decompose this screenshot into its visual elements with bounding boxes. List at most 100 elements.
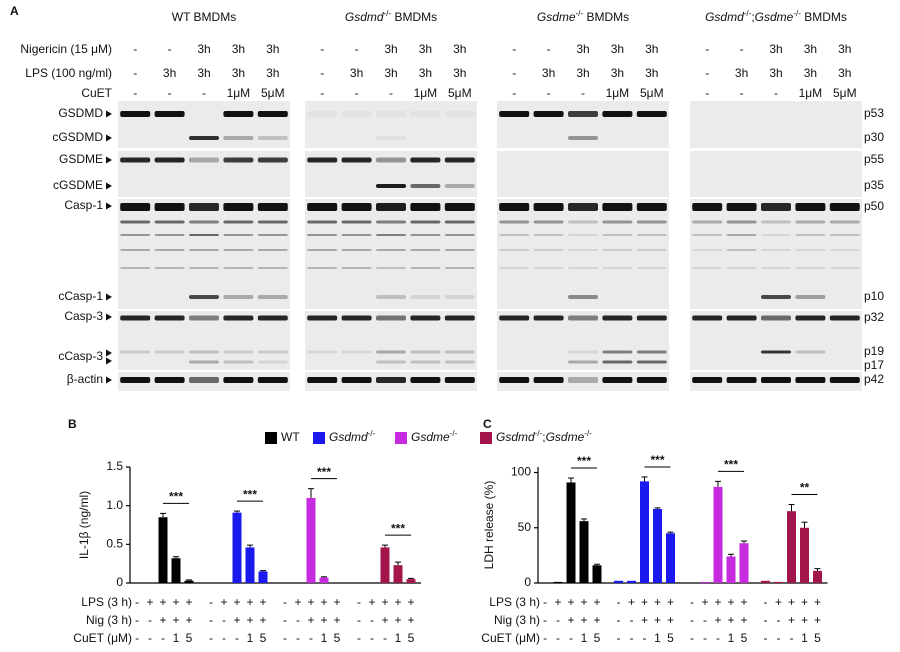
size-label: p10 [864,289,884,303]
bar [726,556,736,583]
blot-band [829,267,860,269]
lane-treatment: - [133,86,137,100]
blot-band [761,350,791,354]
blot-band [829,315,860,321]
lane-treatment: 1μM [799,86,823,100]
blot-band [444,111,475,117]
lane-treatment: 3h [453,42,466,56]
condition-mark: - [764,631,768,645]
condition-mark: - [135,595,139,609]
size-label: p35 [864,178,884,192]
arrowhead [106,376,112,384]
bar [739,543,749,583]
condition-mark: - [370,613,374,627]
condition-mark: + [727,613,734,627]
blot-band [568,350,598,354]
error-bar [321,576,327,578]
blot-band [829,220,860,224]
lane-treatment: - [202,86,206,100]
blot-band [795,220,826,224]
error-bar [801,521,808,528]
blot-band [602,220,633,224]
condition-mark: 5 [260,631,267,645]
blot-band [223,249,254,251]
lane-treatment: 3h [232,66,245,80]
blot-band [189,350,219,354]
blot-band [120,220,151,224]
lane-treatment: - [133,66,137,80]
blot-band [223,220,254,224]
size-label: p42 [864,372,884,386]
protein-label: Casp-1 [64,198,103,212]
blot-band [795,234,826,236]
condition-mark: + [641,595,648,609]
blot-band [795,249,826,251]
blot-band [341,111,372,117]
blot-band [761,249,791,251]
blot-band [692,220,723,224]
blot-band [499,377,530,383]
condition-mark: + [259,613,266,627]
bar [171,558,181,583]
blot-band [533,377,564,383]
error-bar [654,507,661,509]
condition-mark: - [383,631,387,645]
bar [614,580,623,583]
error-bar [234,510,240,513]
blot-band [257,315,288,321]
condition-mark: 1 [321,631,328,645]
blot-strip [497,199,669,309]
lane-treatment: - [774,86,778,100]
blot-band [223,377,254,383]
blot-band [341,267,372,269]
blot-band [795,350,826,354]
lane-treatment: - [740,42,744,56]
blot-band [533,220,564,224]
blot-band [568,111,598,117]
lane-treatment: 3h [419,42,432,56]
blot-band [795,203,826,211]
blot-band [726,220,757,224]
condition-mark: + [407,595,414,609]
condition-mark: + [172,613,179,627]
genotype-heading: Gsdme-/- BMDMs [537,9,629,25]
blot-band [829,203,860,211]
blot-band [568,377,598,383]
blot-band [444,315,475,321]
condition-mark: - [209,613,213,627]
condition-mark: - [569,631,573,645]
blot-band [307,315,338,321]
blot-band [410,184,441,188]
condition-mark: 1 [173,631,180,645]
error-bar [382,544,388,548]
blot-band [307,350,338,354]
lane-treatment: - [512,42,516,56]
panel-label: B [68,417,77,431]
arrowhead [106,349,112,357]
blot-band [795,377,826,383]
bar [653,508,662,583]
condition-label: LPS (3 h) [489,595,540,609]
condition-mark: + [801,613,808,627]
blot-strip [690,101,862,148]
condition-mark: 5 [186,631,193,645]
blot-band [444,184,475,188]
lane-treatment: 3h [838,42,851,56]
arrowhead [106,110,112,118]
condition-label: Nig (3 h) [494,613,540,627]
error-bar [728,553,734,557]
legend-swatch [480,432,492,444]
condition-mark: + [593,595,600,609]
condition-mark: - [703,613,707,627]
error-bar [408,577,414,580]
bar [245,547,255,583]
blot-band [444,157,475,163]
condition-mark: - [135,631,139,645]
condition-mark: + [641,613,648,627]
condition-mark: + [580,613,587,627]
blot-band [636,350,667,354]
bar [184,580,194,583]
text-part: BMDMs [583,10,629,24]
condition-mark: + [220,595,227,609]
blot-band [410,350,441,354]
